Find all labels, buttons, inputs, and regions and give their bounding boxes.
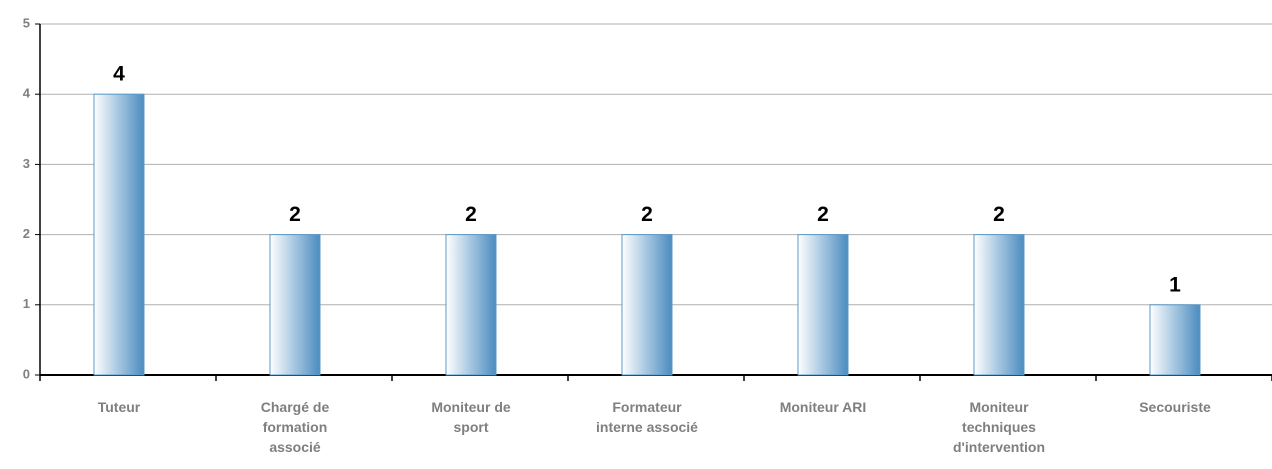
bar [973,234,1025,376]
x-tick-label: Secouriste [1139,399,1211,415]
bar [797,234,849,376]
y-tick-label: 5 [23,15,30,30]
y-tick-label: 2 [23,226,30,241]
bar [445,234,497,376]
value-label: 2 [641,203,653,226]
x-tick-label: Formateur interne associé [596,399,698,435]
y-tick-label: 3 [23,156,30,171]
x-tick-label: Moniteur ARI [779,399,867,415]
value-label: 2 [465,203,477,226]
x-tick-label: Moniteur techniques d'intervention [953,399,1045,455]
value-label: 2 [289,203,301,226]
y-tick-label: 1 [23,296,30,311]
bar [621,234,673,376]
y-tick-label: 4 [23,86,31,101]
value-label: 1 [1169,273,1181,296]
value-label: 4 [113,63,125,86]
bar [1149,304,1201,376]
value-label: 2 [817,203,829,226]
bar [269,234,321,376]
value-label: 2 [993,203,1005,226]
bar [93,93,145,376]
y-tick-label: 0 [23,366,30,381]
x-tick-label: Chargé de formation associé [260,399,330,455]
x-tick-label: Moniteur de sport [431,399,511,435]
x-tick-label: Tuteur [97,399,141,415]
